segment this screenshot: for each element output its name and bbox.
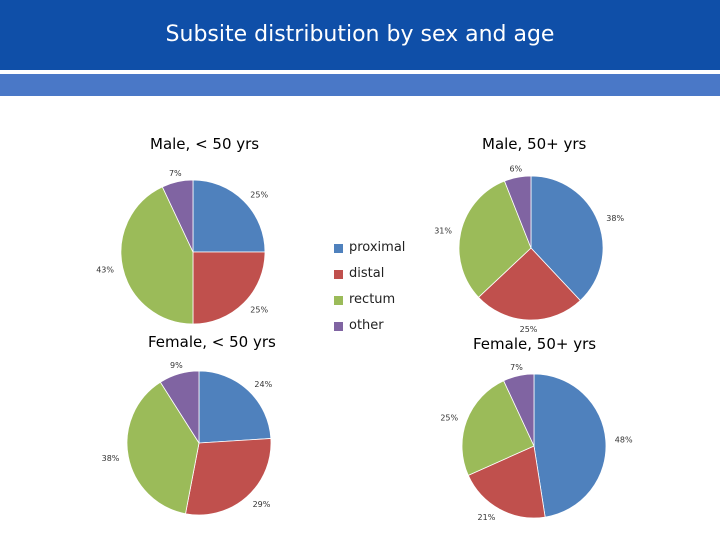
pie-slice-female-50-plus-rectum bbox=[461, 380, 535, 476]
chart-title-female-under-50: Female, < 50 yrs bbox=[148, 333, 276, 351]
slice-label-male-under-50-proximal: 25% bbox=[250, 191, 268, 200]
pie-slice-male-50-plus-proximal bbox=[530, 175, 604, 302]
pie-slice-male-50-plus-rectum bbox=[458, 180, 532, 298]
pie-slice-female-under-50-other bbox=[159, 370, 200, 445]
pie-slice-female-50-plus-distal bbox=[467, 445, 546, 519]
chart-title-female-50-plus: Female, 50+ yrs bbox=[473, 335, 597, 353]
title-bar: Subsite distribution by sex and age bbox=[0, 0, 720, 70]
pie-slice-male-under-50-other bbox=[161, 179, 194, 253]
pie-slice-male-50-plus-distal bbox=[477, 247, 581, 321]
chart-title-male-under-50: Male, < 50 yrs bbox=[150, 135, 260, 153]
pie-slice-male-under-50-distal bbox=[192, 251, 266, 325]
slice-label-female-50-plus-distal: 21% bbox=[478, 513, 496, 522]
pie-slice-male-under-50-proximal bbox=[192, 179, 266, 253]
pie-slice-male-50-plus-other bbox=[503, 175, 532, 249]
slice-label-female-under-50-other: 9% bbox=[170, 361, 183, 370]
legend-label-other: other bbox=[349, 318, 384, 333]
slice-label-female-under-50-proximal: 24% bbox=[254, 380, 272, 389]
slice-label-male-50-plus-other: 6% bbox=[509, 164, 522, 173]
legend-swatch-distal bbox=[334, 270, 343, 279]
legend-label-distal: distal bbox=[349, 266, 385, 281]
slice-label-male-under-50-distal: 25% bbox=[250, 305, 268, 314]
pie-slice-female-50-plus-proximal bbox=[533, 373, 607, 518]
legend-swatch-proximal bbox=[334, 244, 343, 253]
slice-label-female-under-50-rectum: 38% bbox=[102, 454, 120, 463]
pie-slice-female-under-50-proximal bbox=[198, 370, 272, 444]
legend-swatch-other bbox=[334, 322, 343, 331]
legend-swatch-rectum bbox=[334, 296, 343, 305]
slice-label-male-under-50-other: 7% bbox=[169, 169, 182, 178]
pie-slice-male-under-50-rectum bbox=[120, 186, 194, 325]
slice-label-female-under-50-distal: 29% bbox=[253, 500, 271, 509]
slice-label-male-50-plus-rectum: 31% bbox=[434, 226, 452, 235]
legend-label-proximal: proximal bbox=[349, 240, 406, 255]
slice-label-female-50-plus-proximal: 48% bbox=[615, 436, 633, 445]
slice-label-male-under-50-rectum: 43% bbox=[96, 266, 114, 275]
chart-title-male-50-plus: Male, 50+ yrs bbox=[482, 135, 587, 153]
pie-slice-female-under-50-distal bbox=[185, 438, 272, 516]
header-accent-bar bbox=[0, 74, 720, 96]
pie-slice-female-50-plus-other bbox=[503, 373, 535, 447]
slice-label-female-50-plus-rectum: 25% bbox=[440, 414, 458, 423]
slide-title: Subsite distribution by sex and age bbox=[165, 22, 555, 47]
slice-label-male-50-plus-proximal: 38% bbox=[606, 214, 624, 223]
slice-label-male-50-plus-distal: 25% bbox=[520, 325, 538, 334]
slice-label-female-50-plus-other: 7% bbox=[510, 363, 523, 372]
legend-label-rectum: rectum bbox=[349, 292, 396, 307]
